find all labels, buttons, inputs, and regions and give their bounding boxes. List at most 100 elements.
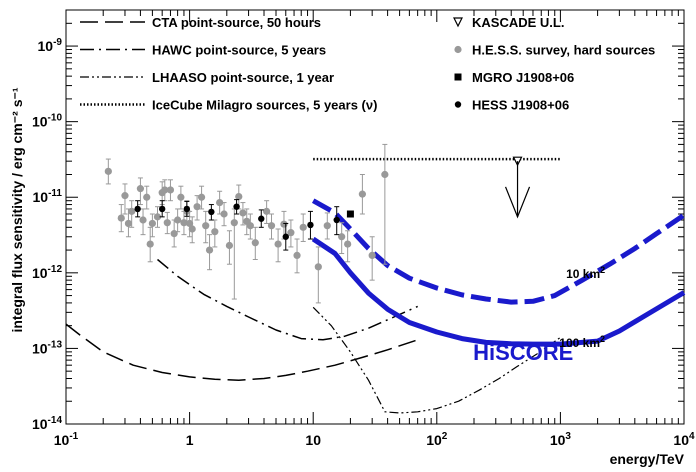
x-tick-label: 10-1 (54, 431, 79, 448)
y-tick-label: 10-12 (32, 264, 62, 281)
annotation-10-km: 10 km2 (566, 265, 605, 281)
legend-entry: HAWC point-source, 5 years (80, 43, 326, 58)
hess-survey-point (220, 210, 228, 218)
hess-survey-point (338, 233, 346, 241)
hess-j1908-point (158, 205, 166, 213)
hess-survey-point (166, 186, 175, 194)
hess-survey-point (174, 216, 182, 224)
kascade-arrow-head (504, 186, 531, 219)
hess-survey-point (117, 214, 125, 222)
x-tick-label: 102 (426, 431, 448, 448)
x-tick-label: 1 (186, 432, 194, 448)
legend-swatch-kascade (453, 17, 463, 28)
hess-survey-point (299, 223, 307, 231)
hess-survey-point (381, 170, 389, 179)
legend-label: H.E.S.S. survey, hard sources (472, 43, 655, 58)
hess-survey-point (267, 222, 276, 230)
y-tick-label: 10-10 (32, 113, 62, 130)
legend-entry: KASCADE U.L. (453, 15, 564, 30)
hess-survey-point (143, 193, 151, 201)
legend-layer: CTA point-source, 50 hours HAWC point-sou… (80, 15, 655, 113)
hess-survey-point (274, 240, 282, 248)
curve-hiscore10 (311, 198, 686, 305)
y-tick-label: 10-9 (38, 37, 63, 54)
mgro-point (346, 210, 354, 218)
x-axis-label: energy/TeV (610, 451, 685, 467)
legend-label: KASCADE U.L. (472, 15, 564, 30)
hess-survey-point (163, 219, 171, 227)
hess-survey-point (153, 213, 162, 221)
hess-survey-point (180, 219, 188, 227)
hess-survey-point (177, 193, 185, 201)
points-layer (104, 143, 531, 304)
hess-survey-point (139, 216, 147, 224)
legend-entry: H.E.S.S. survey, hard sources (454, 43, 655, 58)
legend-entry: LHAASO point-source, 1 year (80, 70, 334, 85)
hess-j1908-point (307, 221, 314, 229)
hess-survey-point (230, 219, 238, 227)
hess-survey-point (358, 190, 366, 198)
hess-survey-point (146, 240, 154, 248)
plot-frame (65, 9, 685, 425)
curve-lhaaso (312, 306, 561, 414)
hess-survey-point (314, 263, 322, 271)
legend-swatch-hess-survey (454, 45, 462, 54)
hess-survey-point (170, 230, 178, 238)
hess-survey-point (280, 220, 288, 228)
hess-survey-point (293, 251, 301, 260)
x-tick-label: 103 (550, 431, 572, 448)
annotation-hiscore: HiSCORE (473, 340, 573, 365)
annotations-layer: HiSCORE 10 km2 100 km2 (473, 265, 605, 365)
legend-label: IceCube Milagro sources, 5 years (ν) (152, 98, 377, 113)
hess-survey-point (216, 198, 224, 207)
hess-survey-point (136, 185, 145, 193)
legend-label: HESS J1908+06 (472, 98, 569, 113)
curves-layer (65, 157, 686, 414)
hess-survey-point (368, 251, 376, 260)
hess-survey-point (235, 192, 243, 201)
y-axis-label: integral flux sensitivity / erg cm⁻² s⁻¹ (9, 87, 25, 332)
annotation-100-km: 100 km2 (559, 334, 605, 350)
hess-j1908-point (282, 233, 289, 240)
hess-survey-point (344, 240, 352, 248)
curve-hawc (157, 258, 419, 341)
axes-layer: 10-1 1 10 102 103 10410-1410-1310-1210-1110-1… (32, 10, 695, 448)
legend-entry: CTA point-source, 50 hours (80, 15, 321, 30)
hess-survey-point (161, 186, 169, 194)
y-tick-label: 10-13 (32, 339, 62, 356)
hess-j1908-point (134, 205, 141, 213)
hess-survey-point (211, 228, 219, 236)
hess-survey-point (202, 222, 210, 230)
hess-survey-point (246, 222, 254, 230)
hess-survey-point (193, 203, 201, 211)
legend-entry: MGRO J1908+06 (454, 70, 574, 85)
hess-survey-point (323, 222, 331, 230)
legend-entry: HESS J1908+06 (454, 98, 569, 113)
legend-label: LHAASO point-source, 1 year (152, 70, 334, 85)
hess-survey-point (188, 225, 196, 233)
legend-label: MGRO J1908+06 (472, 70, 574, 85)
legend-label: HAWC point-source, 5 years (152, 43, 326, 58)
hess-survey-point (121, 192, 129, 200)
x-tick-label: 10 (305, 432, 321, 448)
hess-survey-point (225, 241, 234, 250)
hess-j1908-point (208, 208, 215, 216)
hess-survey-point (186, 219, 194, 228)
hess-survey-point (197, 193, 206, 201)
legend-entry: IceCube Milagro sources, 5 years (ν) (80, 98, 377, 113)
hess-j1908-point (258, 215, 265, 222)
hess-survey-point (124, 219, 133, 228)
hess-survey-point (128, 207, 136, 215)
hess-survey-point (104, 167, 112, 175)
hess-survey-point (239, 209, 247, 217)
hess-survey-point (148, 219, 156, 228)
hess-survey-point (205, 246, 214, 254)
x-tick-label: 104 (673, 431, 695, 448)
y-tick-label: 10-11 (33, 188, 63, 205)
legend-label: CTA point-source, 50 hours (152, 15, 321, 30)
hess-j1908-point (233, 203, 240, 210)
legend-swatch-hess-j1908 (454, 101, 462, 108)
hess-j1908-point (333, 216, 340, 224)
